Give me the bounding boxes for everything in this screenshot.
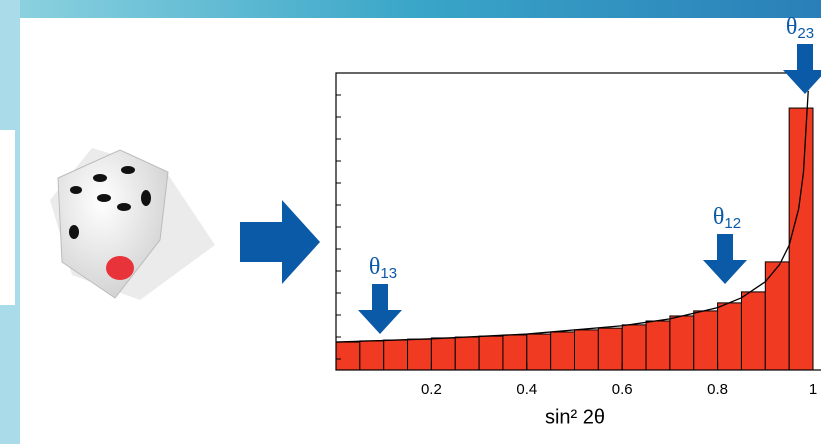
bar [336,342,360,370]
bar [694,311,718,370]
bar [718,303,742,370]
bar [384,340,408,370]
annotation-symbol: θ [713,204,725,230]
pip [69,225,79,239]
annotation-symbol: θ [786,14,798,40]
x-tick-label: 0.8 [707,381,728,398]
page: 0.20.40.60.81sin² 2θθ13θ12θ23 [0,0,821,444]
x-axis-label: sin² 2θ [545,406,605,428]
annotation-subscript: 13 [380,265,397,282]
bar [408,339,432,370]
bar [479,336,503,370]
bar [575,330,599,370]
bar [503,335,527,370]
top-band [0,0,821,18]
pip [117,203,131,211]
pip [141,190,151,206]
bar [789,108,813,370]
annotation-subscript: 23 [797,25,814,42]
left-panel [0,130,15,305]
bar [670,316,694,370]
pip [97,194,111,202]
bar [622,325,646,370]
bar [551,332,575,370]
bar [527,334,551,370]
bar [598,328,622,370]
bar [455,337,479,370]
bar [646,321,670,370]
x-tick-label: 1 [809,381,817,398]
pip-red [106,256,134,280]
pip [121,166,135,174]
bar [431,338,455,370]
x-tick-label: 0.2 [421,381,442,398]
bar [360,341,384,370]
annotation-subscript: 12 [724,215,741,232]
x-tick-label: 0.6 [612,381,633,398]
pip [70,186,82,194]
pip [93,174,107,182]
bar [741,292,765,370]
x-tick-label: 0.4 [516,381,537,398]
annotation-symbol: θ [369,254,381,280]
